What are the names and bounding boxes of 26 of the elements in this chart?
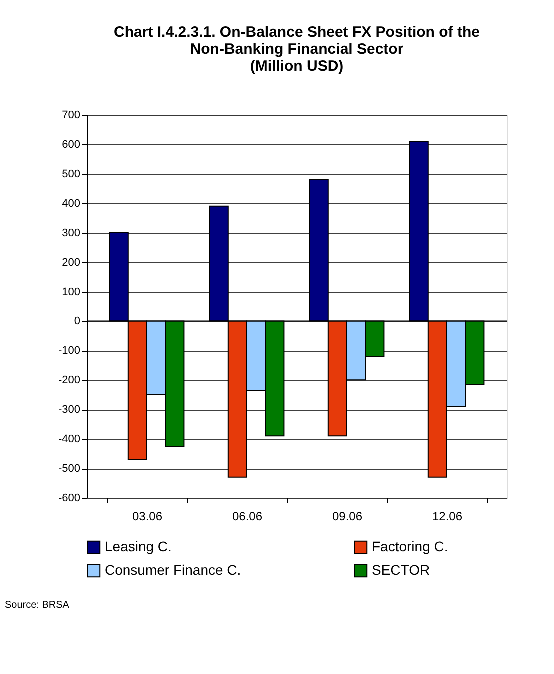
legend-label: SECTOR: [372, 562, 430, 578]
text: (Million USD): [250, 58, 344, 75]
y-tick-label: -300: [58, 404, 80, 416]
y-tick-label: 300: [62, 227, 80, 240]
y-tick-label: 400: [62, 198, 80, 210]
y-tick-label: 200: [62, 256, 80, 269]
x-tick-label: 06.06: [232, 510, 263, 524]
y-tick-label: -400: [58, 434, 80, 446]
y-tick-label: 500: [62, 168, 80, 180]
y-tick-label: -200: [58, 374, 80, 387]
text: Non-Banking Financial Sector: [190, 41, 404, 58]
source-note: Source: BRSA: [5, 600, 70, 611]
y-tick-label: 600: [62, 138, 80, 151]
text: Chart I.4.2.3.1. On-Balance Sheet FX Position of the: [114, 24, 480, 41]
y-tick-label: 100: [62, 286, 80, 298]
y-tick-label: -100: [58, 345, 80, 358]
x-tick-label: 09.06: [332, 510, 363, 524]
legend-label: Consumer Finance C.: [105, 562, 242, 578]
y-tick-label: 0: [74, 316, 80, 328]
legend-label: Leasing C.: [105, 538, 172, 554]
y-tick-label: 700: [62, 110, 80, 122]
x-tick-label: 12.06: [432, 510, 463, 524]
y-tick-label: -500: [58, 463, 80, 476]
x-tick-label: 03.06: [132, 510, 163, 524]
y-tick-label: -600: [58, 492, 80, 504]
legend-label: Factoring C.: [372, 538, 448, 554]
